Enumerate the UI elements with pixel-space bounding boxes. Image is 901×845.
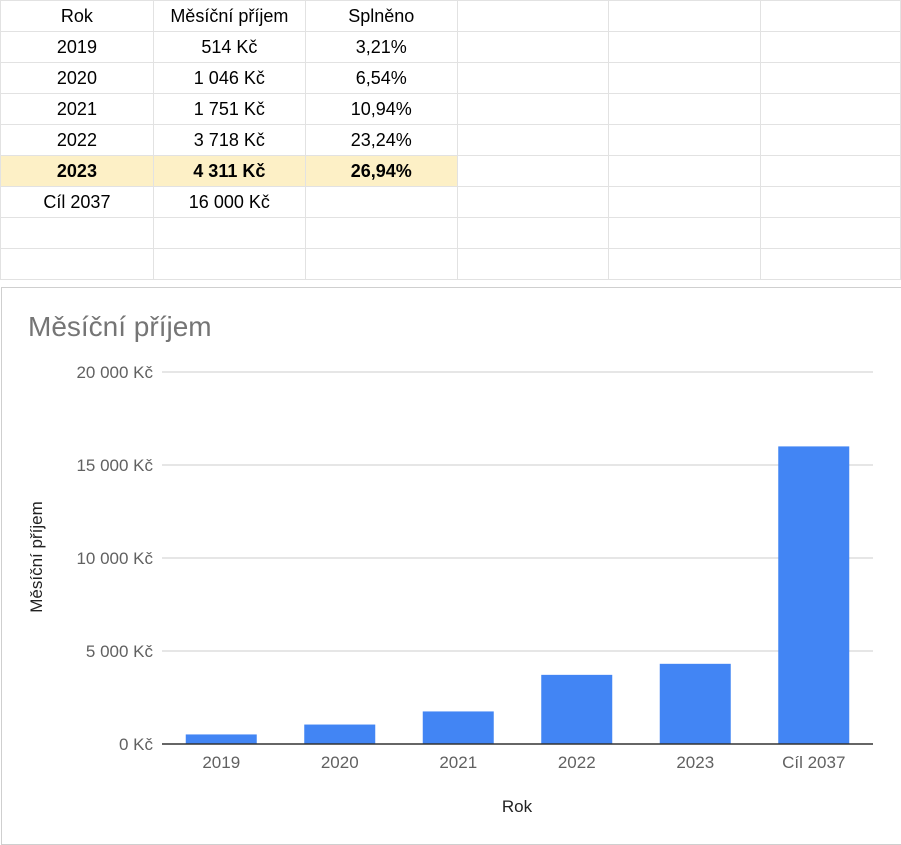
empty-cell[interactable] [456, 0, 610, 32]
x-tick-label: Cíl 2037 [782, 753, 845, 772]
empty-cell[interactable] [456, 124, 610, 156]
x-tick-label: 2021 [439, 753, 477, 772]
header-cell[interactable]: Měsíční příjem [152, 0, 306, 32]
empty-cell[interactable] [608, 248, 762, 280]
x-tick-label: 2019 [202, 753, 240, 772]
table-cell[interactable]: 10,94% [304, 93, 458, 125]
empty-cell[interactable] [760, 217, 901, 249]
empty-cell[interactable] [608, 62, 762, 94]
bar [304, 724, 376, 744]
table-cell[interactable]: 2022 [0, 124, 154, 156]
chart-plot: 0 Kč 5 000 Kč 10 000 Kč 15 000 Kč 20 000 Kč 2… [27, 363, 873, 816]
table-row: 2022 3 718 Kč 23,24% [0, 124, 901, 156]
empty-cell[interactable] [760, 248, 901, 280]
header-cell[interactable]: Splněno [304, 0, 458, 32]
bar [185, 734, 257, 744]
table-cell[interactable] [152, 248, 306, 280]
empty-cell[interactable] [760, 186, 901, 218]
table-row: 2019 514 Kč 3,21% [0, 31, 901, 63]
empty-cell[interactable] [608, 155, 762, 187]
empty-cell[interactable] [456, 93, 610, 125]
empty-cell[interactable] [608, 0, 762, 32]
empty-cell[interactable] [760, 93, 901, 125]
sheet-table: Rok Měsíční příjem Splněno 2019 514 Kč 3,21% 2… [0, 0, 901, 280]
bar [422, 711, 494, 744]
table-cell[interactable]: 514 Kč [152, 31, 306, 63]
empty-cell[interactable] [760, 62, 901, 94]
table-cell[interactable]: 4 311 Kč [152, 155, 306, 187]
table-cell[interactable] [304, 217, 458, 249]
table-cell[interactable]: 2023 [0, 155, 154, 187]
table-cell[interactable]: 3,21% [304, 31, 458, 63]
empty-cell[interactable] [608, 93, 762, 125]
chart-title: Měsíční příjem [28, 311, 212, 342]
empty-cell[interactable] [608, 217, 762, 249]
table-row: 2020 1 046 Kč 6,54% [0, 62, 901, 94]
empty-cell[interactable] [456, 31, 610, 63]
empty-cell[interactable] [760, 155, 901, 187]
table-row: 2021 1 751 Kč 10,94% [0, 93, 901, 125]
empty-cell[interactable] [608, 124, 762, 156]
y-axis-title: Měsíční příjem [27, 501, 46, 612]
bar-chart[interactable]: Měsíční příjem 0 Kč 5 000 Kč 10 000 Kč 15 0… [0, 287, 901, 845]
bar [778, 446, 850, 744]
table-cell[interactable]: Cíl 2037 [0, 186, 154, 218]
header-row: Rok Měsíční příjem Splněno [0, 0, 901, 32]
header-cell[interactable]: Rok [0, 0, 154, 32]
cell-grid: Rok Měsíční příjem Splněno 2019 514 Kč 3,21% 2… [0, 0, 901, 280]
x-tick-label: 2023 [676, 753, 714, 772]
table-cell[interactable]: 6,54% [304, 62, 458, 94]
table-cell[interactable] [0, 217, 154, 249]
y-tick-label: 10 000 Kč [76, 549, 153, 568]
table-cell[interactable] [304, 248, 458, 280]
table-cell[interactable]: 2020 [0, 62, 154, 94]
empty-cell[interactable] [760, 31, 901, 63]
table-row [0, 217, 901, 249]
table-cell[interactable]: 3 718 Kč [152, 124, 306, 156]
empty-cell[interactable] [456, 248, 610, 280]
empty-cell[interactable] [456, 186, 610, 218]
x-tick-label: 2020 [321, 753, 359, 772]
table-cell[interactable]: 26,94% [304, 155, 458, 187]
table-cell[interactable] [152, 217, 306, 249]
bar [541, 674, 613, 744]
spreadsheet: Rok Měsíční příjem Splněno 2019 514 Kč 3,21% 2… [0, 0, 901, 288]
table-row: 2023 4 311 Kč 26,94% [0, 155, 901, 187]
table-cell[interactable] [0, 248, 154, 280]
x-tick-label: 2022 [558, 753, 596, 772]
empty-cell[interactable] [760, 0, 901, 32]
y-tick-label: 5 000 Kč [86, 642, 154, 661]
table-cell[interactable]: 1 751 Kč [152, 93, 306, 125]
empty-cell[interactable] [608, 31, 762, 63]
chart-frame [1, 287, 901, 845]
table-row: Cíl 2037 16 000 Kč [0, 186, 901, 218]
table-cell[interactable]: 2019 [0, 31, 154, 63]
y-tick-label: 0 Kč [119, 735, 154, 754]
table-cell[interactable] [304, 186, 458, 218]
y-tick-label: 20 000 Kč [76, 363, 153, 382]
empty-cell[interactable] [456, 217, 610, 249]
empty-cell[interactable] [760, 124, 901, 156]
empty-cell[interactable] [456, 62, 610, 94]
y-tick-label: 15 000 Kč [76, 456, 153, 475]
table-cell[interactable]: 23,24% [304, 124, 458, 156]
bar [659, 663, 731, 744]
table-cell[interactable]: 1 046 Kč [152, 62, 306, 94]
empty-cell[interactable] [608, 186, 762, 218]
x-axis-title: Rok [502, 797, 533, 816]
empty-cell[interactable] [456, 155, 610, 187]
table-row [0, 248, 901, 280]
table-cell[interactable]: 2021 [0, 93, 154, 125]
table-cell[interactable]: 16 000 Kč [152, 186, 306, 218]
